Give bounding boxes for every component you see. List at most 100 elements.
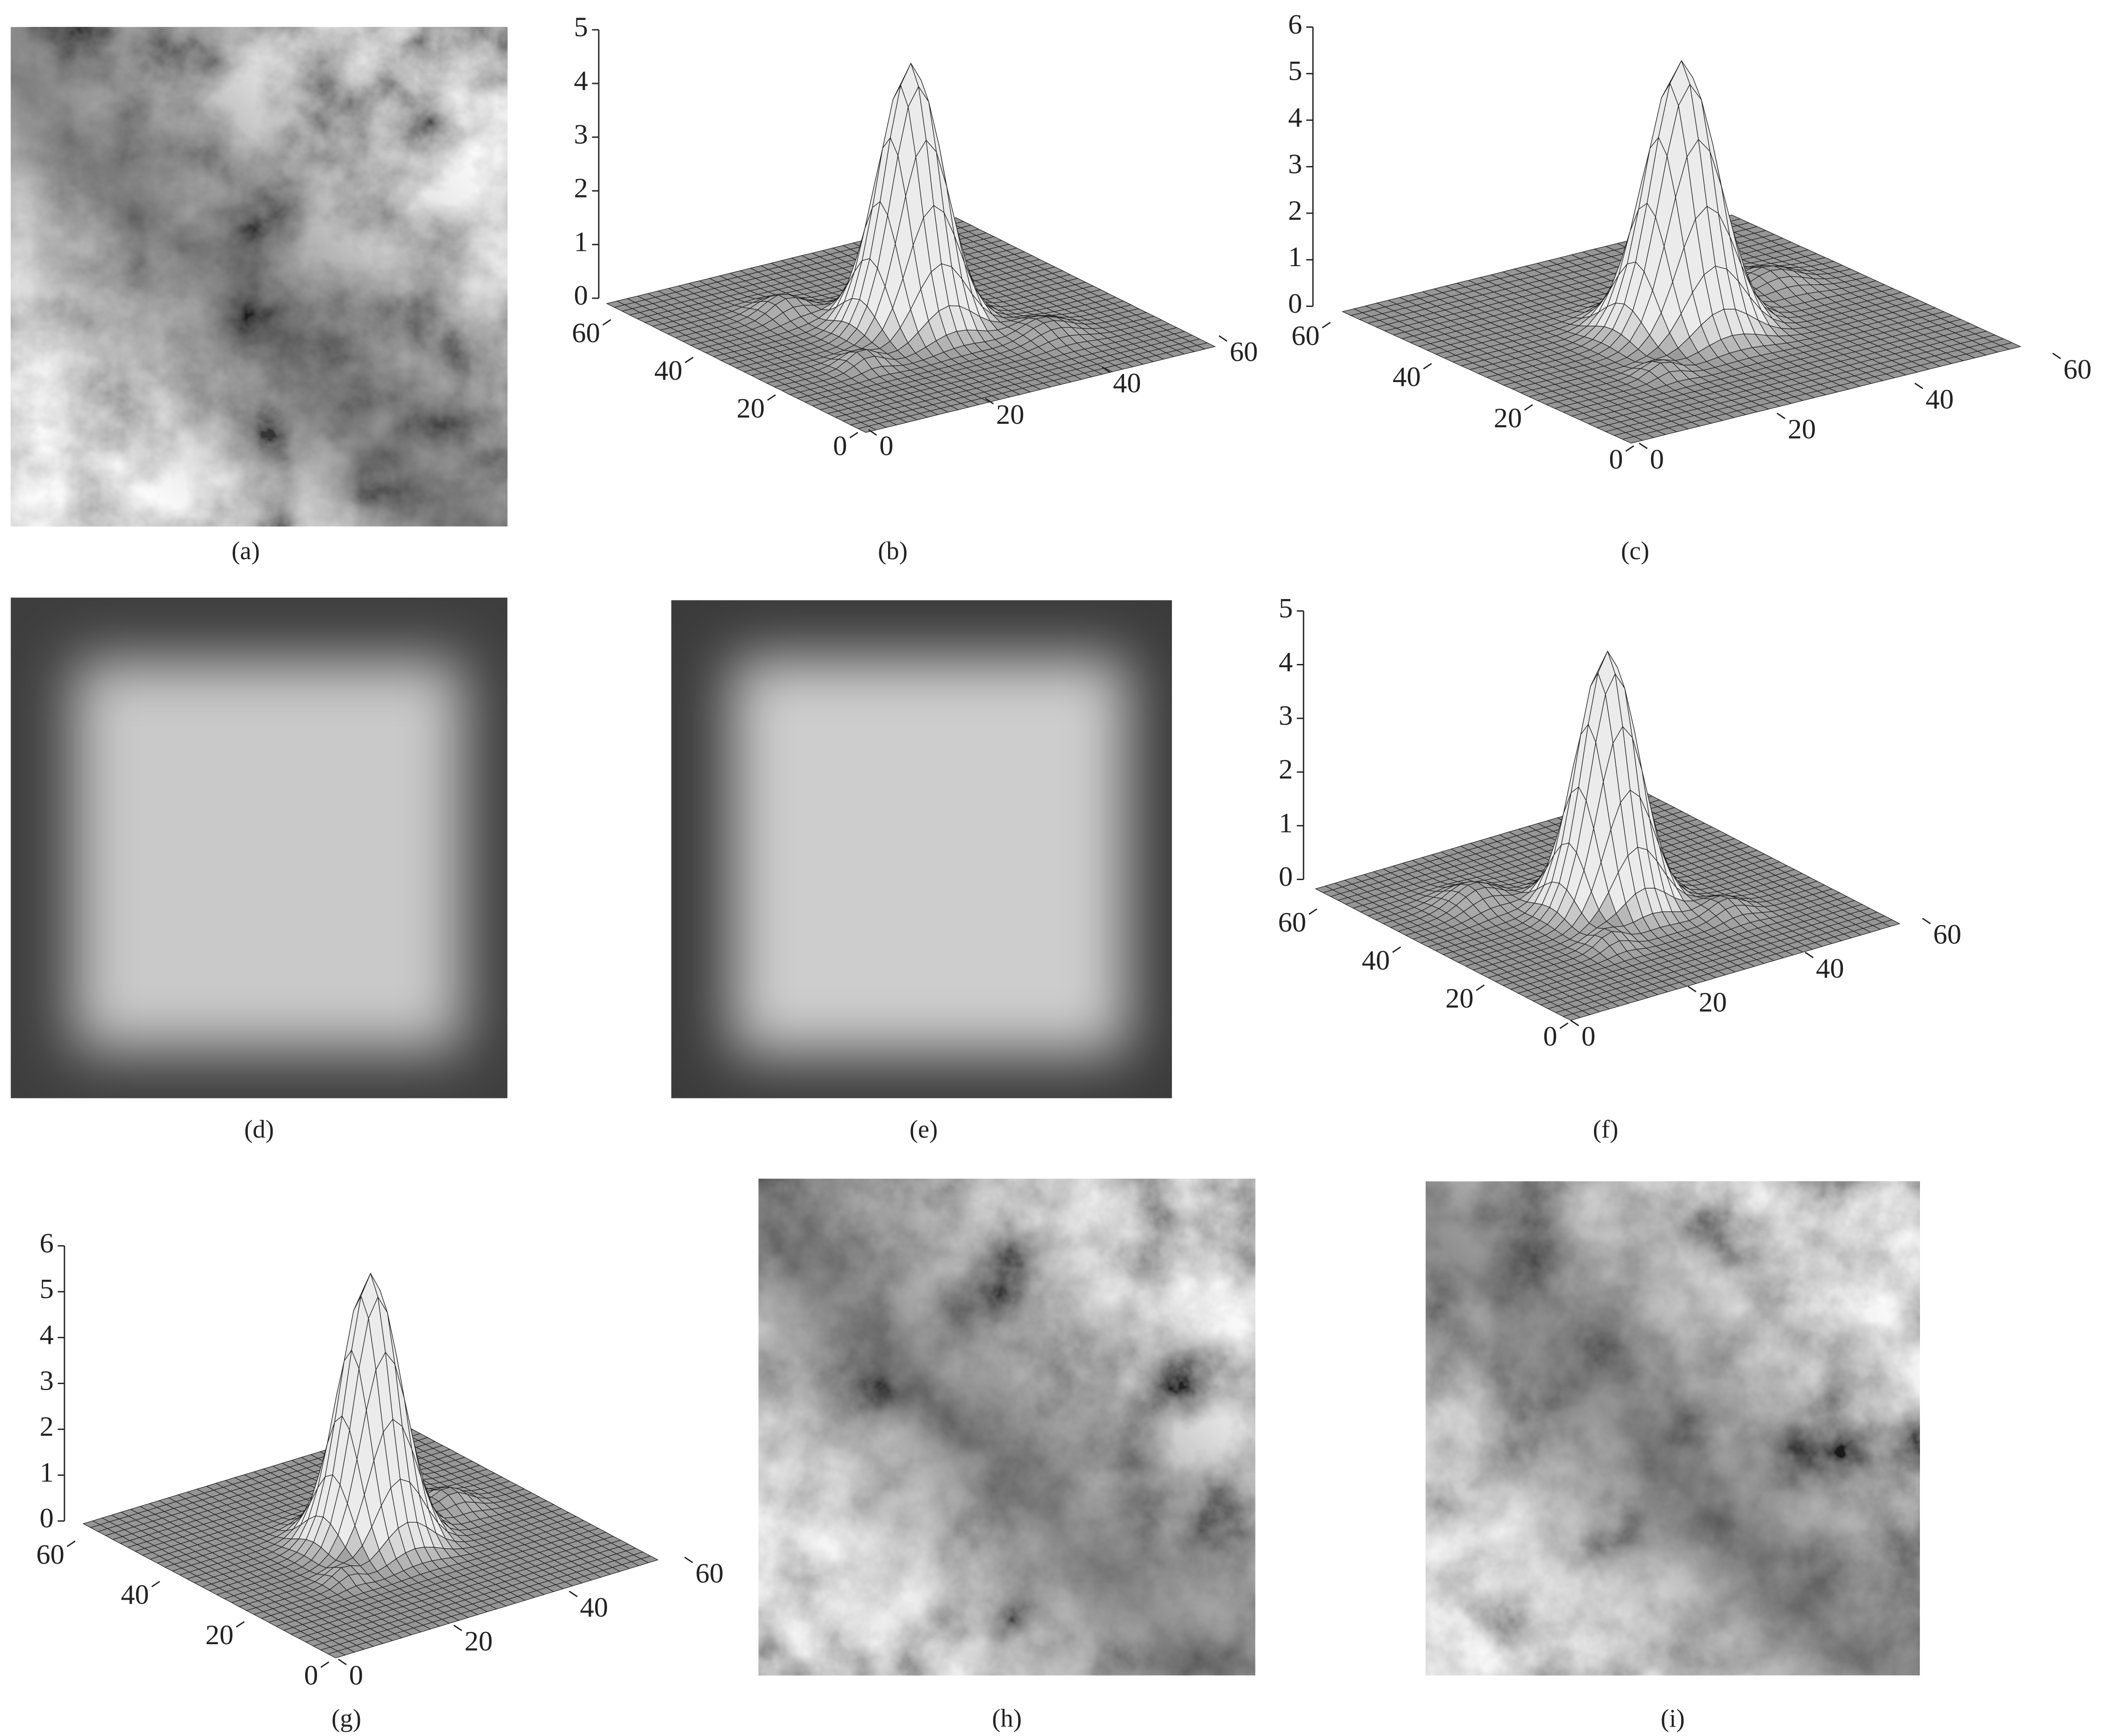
cloud-band <box>759 1179 1255 1675</box>
x-tick <box>1219 336 1227 341</box>
y-tick <box>67 1541 75 1547</box>
surface-plot: 01234502040600204060 <box>572 12 1258 461</box>
y-tick <box>1423 364 1431 369</box>
y-tick-label: 40 <box>121 1579 149 1610</box>
z-tick-label: 2 <box>1288 195 1302 226</box>
y-tick <box>321 1662 329 1667</box>
x-tick-label: 60 <box>2063 354 2092 385</box>
image-h <box>759 1179 1255 1675</box>
x-tick <box>1805 952 1813 958</box>
z-tick-label: 2 <box>574 173 588 204</box>
surface-mesh <box>83 1273 658 1658</box>
x-tick-label: 40 <box>1816 953 1844 984</box>
z-tick-label: 4 <box>1279 646 1292 677</box>
y-tick-label: 20 <box>736 393 765 424</box>
z-tick-label: 0 <box>39 1503 53 1534</box>
image-glow <box>732 658 1128 1054</box>
y-tick <box>236 1621 244 1627</box>
x-tick-label: 40 <box>580 1592 608 1623</box>
x-tick-label: 20 <box>1699 987 1727 1018</box>
surface-mesh <box>1316 651 1900 1020</box>
x-tick-label: 40 <box>1926 384 1954 415</box>
x-tick-label: 60 <box>695 1558 723 1589</box>
image-a <box>11 27 507 526</box>
y-tick-label: 60 <box>36 1539 64 1570</box>
x-tick-label: 0 <box>349 1660 363 1691</box>
z-tick-label: 3 <box>1288 148 1302 179</box>
caption: (i) <box>1661 1704 1685 1732</box>
y-tick-label: 0 <box>1543 1021 1557 1052</box>
y-tick <box>1393 947 1401 952</box>
figure: (a) (b) (c) (d) (e) (f) (g) (h) (i) 0123… <box>0 0 2105 1736</box>
x-tick <box>338 1659 346 1665</box>
image-d <box>11 598 507 1098</box>
y-tick <box>768 395 775 401</box>
z-tick-label: 0 <box>574 280 588 311</box>
x-tick <box>454 1625 461 1631</box>
x-tick <box>1639 443 1647 449</box>
y-tick-label: 60 <box>1292 320 1320 351</box>
x-tick <box>1915 383 1923 389</box>
cloud-band <box>11 27 507 526</box>
x-tick-label: 20 <box>465 1626 493 1657</box>
surface-plot: 012345602040600204060 <box>1288 9 2092 475</box>
y-tick <box>152 1582 160 1587</box>
y-tick-label: 0 <box>304 1660 318 1691</box>
caption: (c) <box>1621 536 1649 565</box>
image-glow <box>74 661 463 1050</box>
x-tick-label: 60 <box>1230 337 1258 368</box>
y-tick-label: 20 <box>1494 403 1522 434</box>
x-tick <box>569 1591 577 1597</box>
z-tick-label: 1 <box>574 226 588 257</box>
y-tick <box>685 357 693 363</box>
cloud-band <box>1426 1181 1919 1675</box>
image-i <box>1426 1181 1919 1675</box>
y-tick-label: 0 <box>833 430 847 461</box>
z-tick-label: 3 <box>1279 700 1292 731</box>
x-tick-label: 0 <box>1581 1021 1595 1052</box>
y-tick <box>603 319 611 325</box>
x-tick-label: 20 <box>1788 414 1816 445</box>
x-tick <box>1688 986 1696 992</box>
z-tick-label: 2 <box>1279 754 1292 785</box>
z-tick-label: 3 <box>574 119 588 150</box>
z-tick-label: 6 <box>39 1228 53 1259</box>
x-tick-label: 40 <box>1113 368 1141 399</box>
z-tick-label: 0 <box>1288 288 1302 319</box>
y-tick <box>1322 322 1330 328</box>
x-tick-label: 60 <box>1933 919 1961 950</box>
x-tick <box>685 1557 692 1563</box>
caption: (b) <box>878 536 908 565</box>
x-tick <box>2053 353 2060 359</box>
y-tick <box>1626 446 1634 452</box>
caption: (h) <box>992 1704 1022 1732</box>
caption: (a) <box>231 536 260 565</box>
y-tick-label: 40 <box>654 355 683 386</box>
z-tick-label: 4 <box>574 65 588 96</box>
y-tick-label: 40 <box>1362 945 1390 976</box>
z-tick-label: 6 <box>1288 9 1302 40</box>
z-tick-label: 4 <box>1288 102 1302 133</box>
y-tick-label: 60 <box>1278 907 1306 938</box>
x-tick-label: 20 <box>996 399 1024 430</box>
image-e <box>671 600 1172 1098</box>
z-tick-label: 2 <box>39 1411 53 1442</box>
z-tick-label: 5 <box>1288 56 1302 87</box>
y-tick-label: 0 <box>1609 444 1623 475</box>
x-tick-label: 0 <box>879 430 893 461</box>
caption: (f) <box>1593 1115 1619 1143</box>
x-tick-label: 0 <box>1650 444 1664 475</box>
z-tick-label: 1 <box>39 1457 53 1488</box>
y-tick-label: 20 <box>205 1620 234 1651</box>
x-tick <box>1922 919 1930 924</box>
y-tick <box>1524 405 1532 410</box>
x-tick <box>1571 1021 1579 1026</box>
surface-plot: 01234502040600204060 <box>1278 593 1961 1052</box>
z-tick-label: 3 <box>39 1366 53 1397</box>
z-tick-label: 4 <box>39 1320 53 1351</box>
caption: (g) <box>332 1704 361 1732</box>
z-tick-label: 5 <box>574 12 588 43</box>
z-tick-label: 0 <box>1279 862 1292 893</box>
y-tick <box>1560 1023 1568 1028</box>
y-tick-label: 40 <box>1393 362 1421 393</box>
